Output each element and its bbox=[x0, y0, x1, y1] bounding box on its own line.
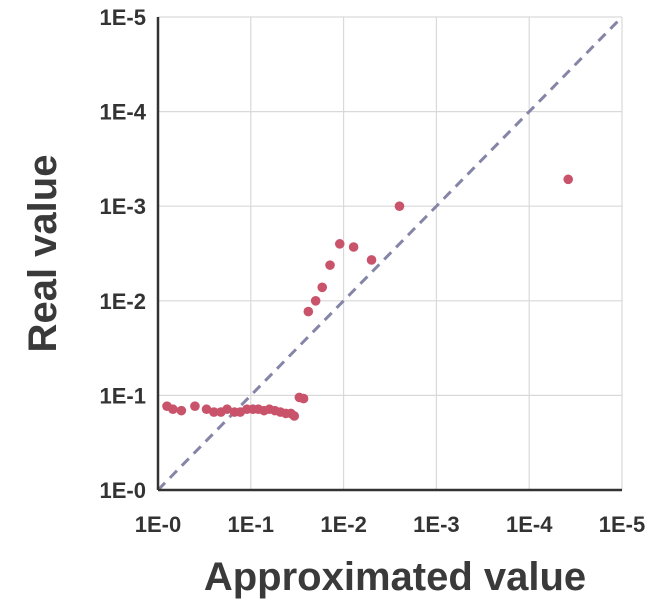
data-point bbox=[222, 404, 232, 415]
y-tick-labels: 1E-0 1E-1 1E-2 1E-3 1E-4 1E-5 bbox=[100, 5, 147, 503]
data-point bbox=[168, 404, 178, 415]
y-tick-label: 1E-2 bbox=[100, 289, 146, 314]
data-point bbox=[317, 282, 328, 293]
y-tick-label: 1E-0 bbox=[100, 478, 146, 503]
data-point bbox=[334, 239, 345, 249]
data-point bbox=[366, 255, 377, 265]
data-point bbox=[201, 404, 212, 415]
data-point bbox=[310, 296, 321, 306]
data-point bbox=[563, 174, 573, 185]
y-tick-label: 1E-5 bbox=[100, 5, 146, 30]
y-tick-label: 1E-4 bbox=[100, 100, 147, 125]
y-tick-label: 1E-1 bbox=[100, 383, 146, 408]
x-tick-labels: 1E-0 1E-1 1E-2 1E-3 1E-4 1E-5 bbox=[135, 512, 645, 537]
x-tick-label: 1E-4 bbox=[506, 512, 553, 537]
data-point bbox=[176, 405, 187, 416]
x-tick-label: 1E-3 bbox=[413, 512, 459, 537]
gridlines bbox=[158, 16, 623, 490]
x-axis-title: Approximated value bbox=[204, 555, 586, 599]
data-point bbox=[325, 260, 335, 270]
x-tick-label: 1E-5 bbox=[599, 512, 645, 537]
y-tick-label: 1E-3 bbox=[100, 194, 146, 219]
data-point bbox=[394, 201, 405, 211]
data-point bbox=[303, 306, 314, 317]
data-point bbox=[190, 401, 200, 411]
identity-reference-line bbox=[156, 15, 624, 492]
data-point bbox=[209, 407, 219, 417]
data-point bbox=[348, 242, 359, 252]
data-point bbox=[298, 393, 309, 404]
x-tick-label: 1E-1 bbox=[228, 512, 274, 537]
data-point bbox=[289, 411, 300, 421]
data-points bbox=[162, 174, 573, 421]
y-axis-title: Real value bbox=[21, 155, 65, 353]
x-tick-label: 1E-2 bbox=[320, 512, 366, 537]
x-tick-label: 1E-0 bbox=[135, 512, 181, 537]
